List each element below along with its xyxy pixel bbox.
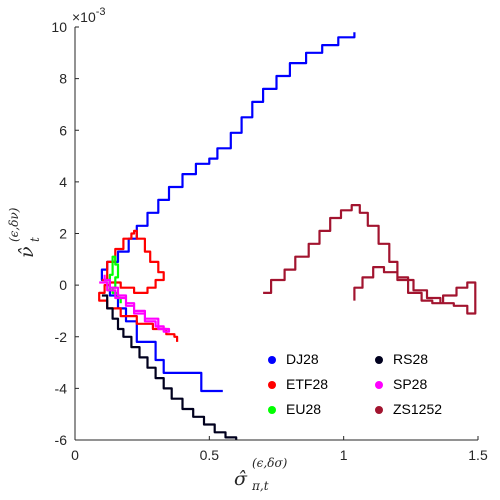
y-axis-label: ν̂ t (ϵ,δν) <box>7 207 42 258</box>
axes-layer: 0 0.5 1 1.5 -6 -4 -2 0 2 4 6 8 10 <box>51 19 488 463</box>
series-line-zs1252 <box>263 204 477 315</box>
legend-marker-sp28 <box>375 381 383 389</box>
legend-label-zs1252: ZS1252 <box>393 401 442 417</box>
x-tick-label: 1.5 <box>468 447 488 463</box>
legend-label-eu28: EU28 <box>286 401 321 417</box>
legend-label-etf28: ETF28 <box>286 376 328 392</box>
svg-text:σ̂: σ̂ <box>234 468 248 490</box>
x-axis-label-sub: π,t <box>251 479 269 493</box>
legend-label-dj28: DJ28 <box>286 351 319 367</box>
legend-marker-rs28 <box>375 356 383 364</box>
y-axis-label-sub: t <box>28 237 42 242</box>
legend-marker-etf28 <box>268 381 276 389</box>
plot-area <box>75 27 478 440</box>
x-tick-label: 0.5 <box>200 447 220 463</box>
y-axis-label-main: ν̂ <box>16 246 38 258</box>
y-tick-label: 6 <box>59 122 67 138</box>
legend-marker-zs1252 <box>375 406 383 414</box>
y-tick-label: -2 <box>55 329 68 345</box>
legend-marker-eu28 <box>268 406 276 414</box>
legend-marker-dj28 <box>268 356 276 364</box>
series-line-rs28 <box>101 294 238 440</box>
series-line-etf28 <box>98 229 179 342</box>
y-tick-label: 8 <box>59 71 67 87</box>
x-axis-label: σ̂ π,t (ϵ,δσ) <box>234 456 288 493</box>
series-line-sp28 <box>99 274 171 333</box>
legend: DJ28 ETF28 EU28 RS28 SP28 ZS1252 <box>268 351 442 417</box>
legend-label-sp28: SP28 <box>393 376 427 392</box>
svg-text:ν̂: ν̂ <box>16 246 38 258</box>
y-exponent-label: ×10-3 <box>72 6 106 25</box>
y-tick-label: -4 <box>55 380 68 396</box>
legend-label-rs28: RS28 <box>393 351 428 367</box>
x-axis-label-main: σ̂ <box>234 468 248 490</box>
y-tick-label: 0 <box>59 277 67 293</box>
x-axis-label-sup: (ϵ,δσ) <box>252 456 288 470</box>
y-tick-label: 4 <box>59 174 67 190</box>
x-tick-label: 1 <box>340 447 348 463</box>
series-line-dj28 <box>100 32 356 393</box>
x-tick-label: 0 <box>71 447 79 463</box>
y-axis-label-sup: (ϵ,δν) <box>7 207 21 242</box>
y-tick-label: 10 <box>51 19 67 35</box>
y-tick-label: 2 <box>59 226 67 242</box>
series-layer <box>98 32 477 440</box>
y-tick-label: -6 <box>55 432 68 448</box>
